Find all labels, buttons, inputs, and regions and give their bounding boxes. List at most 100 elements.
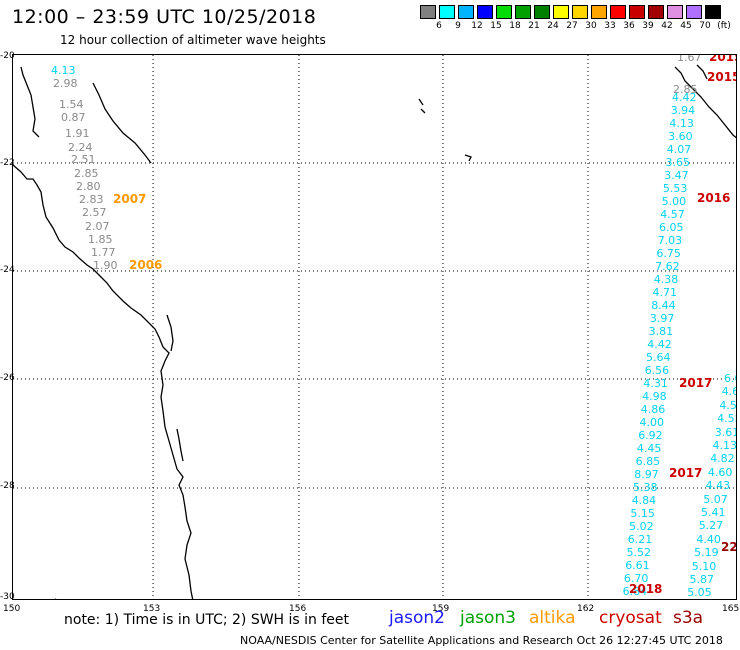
swh-label: 4.42 bbox=[672, 91, 697, 104]
swh-label: 1.77 bbox=[91, 246, 116, 259]
swh-label: 2.24 bbox=[68, 141, 93, 154]
legend-tick-label: 12 bbox=[471, 21, 483, 31]
track-day-label: 2017 bbox=[669, 466, 703, 480]
satellite-jason3: jason3 bbox=[460, 608, 516, 628]
swh-label: 6.70 bbox=[623, 572, 649, 585]
swh-label: 5.67 bbox=[621, 599, 646, 600]
swh-label: 6.00 bbox=[724, 372, 736, 385]
track-day-label: 2015 bbox=[709, 54, 736, 64]
swh-label: 1.85 bbox=[88, 233, 113, 246]
legend-swatch bbox=[439, 5, 455, 19]
satellite-s3a: s3a bbox=[673, 608, 704, 628]
legend-tick-label: 36 bbox=[623, 21, 635, 31]
map-plot-area[interactable]: 4.13 2.98 1.54 0.87 1.91 2.24 2.51 2.85 … bbox=[12, 54, 737, 600]
moreton-island bbox=[176, 428, 184, 462]
gulf-coast-segment bbox=[92, 82, 152, 164]
swh-label: 2.80 bbox=[76, 180, 101, 193]
swh-label: 3.47 bbox=[664, 169, 689, 182]
swh-label: 2.83 bbox=[79, 193, 104, 206]
swh-label: 8.97 bbox=[634, 468, 659, 481]
track-day-label: 2017 bbox=[679, 376, 713, 390]
track-day-label: 2018 bbox=[629, 582, 663, 596]
legend-tick-label: 30 bbox=[585, 21, 597, 31]
swh-label: 5.53 bbox=[662, 182, 688, 195]
legend-tick-label: 39 bbox=[642, 21, 654, 31]
swh-label: 6.21 bbox=[627, 533, 653, 546]
legend-tick-label: 21 bbox=[528, 21, 540, 31]
swh-label: 6.56 bbox=[644, 364, 670, 377]
swh-label: 5.05 bbox=[687, 586, 712, 600]
legend-swatch bbox=[629, 5, 645, 19]
lat-label-22: -22 bbox=[0, 158, 15, 168]
swh-label: 5.27 bbox=[698, 519, 724, 533]
swh-label: 1.54 bbox=[59, 98, 84, 111]
swh-label: 2.85 bbox=[74, 167, 99, 180]
cape-york-coastline bbox=[20, 66, 40, 138]
australia-coastline bbox=[13, 164, 194, 599]
swh-label: 4.55 bbox=[719, 398, 737, 412]
coastline bbox=[13, 64, 736, 599]
small-island bbox=[55, 598, 57, 599]
swh-label: 4.60 bbox=[707, 465, 733, 479]
swh-label: 5.64 bbox=[646, 351, 671, 364]
swh-label: 2.57 bbox=[82, 206, 107, 219]
swh-label: 3.61 bbox=[714, 425, 737, 439]
swh-label: 1.67 bbox=[677, 54, 702, 64]
legend-tick-label: 18 bbox=[509, 21, 521, 31]
legend-tick-label: 27 bbox=[566, 21, 578, 31]
lat-label-30: -30 bbox=[0, 592, 15, 602]
legend-swatch bbox=[553, 5, 569, 19]
satellite-altika: altika bbox=[529, 608, 576, 628]
swh-label: 4.13 bbox=[712, 439, 737, 452]
lat-label-26: -26 bbox=[0, 373, 15, 383]
new-caledonia bbox=[674, 66, 736, 139]
swh-label: 5.19 bbox=[694, 546, 719, 560]
legend-swatch bbox=[572, 5, 588, 19]
lat-label-20: -20 bbox=[0, 51, 15, 61]
legend-tick-label: 42 bbox=[661, 21, 673, 31]
lat-label-28: -28 bbox=[0, 481, 15, 491]
legend-swatch bbox=[458, 5, 474, 19]
swh-label: 4.84 bbox=[631, 494, 657, 507]
swh-label: 6.61 bbox=[625, 559, 650, 572]
legend-swatch bbox=[591, 5, 607, 19]
coral-sea-reef-2 bbox=[464, 154, 472, 162]
footnote: note: 1) Time is in UTC; 2) SWH is in fe… bbox=[64, 612, 350, 628]
legend-swatch bbox=[686, 5, 702, 19]
swh-label: 5.10 bbox=[691, 559, 717, 573]
swh-label: 3.94 bbox=[670, 104, 696, 117]
legend-tick-label: 45 bbox=[680, 21, 692, 31]
swh-label: 5.41 bbox=[701, 506, 726, 519]
satellite-jason2: jason2 bbox=[389, 608, 445, 628]
legend-swatch bbox=[420, 5, 436, 19]
swh-label: 4.43 bbox=[705, 479, 731, 493]
swh-label: 5.38 bbox=[633, 481, 658, 494]
credit-footer: NOAA/NESDIS Center for Satellite Applica… bbox=[240, 634, 723, 647]
swh-label: 4.13 bbox=[669, 117, 694, 130]
satellite-cryosat: cryosat bbox=[599, 608, 662, 628]
track-day-label: 2015 bbox=[707, 70, 736, 84]
swh-label: 3.65 bbox=[665, 156, 691, 169]
chart-title: 12:00 – 23:59 UTC 10/25/2018 bbox=[12, 6, 317, 28]
swh-label: 4.00 bbox=[639, 416, 665, 429]
swh-label: 1.91 bbox=[65, 127, 90, 140]
swh-label: 4.31 bbox=[643, 377, 668, 390]
lon-label-156: 156 bbox=[289, 604, 307, 614]
graticule-grid bbox=[13, 55, 736, 599]
legend-tick-label: (ft) bbox=[717, 21, 731, 31]
legend-swatch bbox=[705, 5, 721, 19]
swh-label: 5.87 bbox=[689, 573, 715, 586]
swh-label: 5.07 bbox=[703, 492, 728, 506]
swh-label: 4.57 bbox=[660, 208, 685, 221]
swh-label: 6.84 bbox=[622, 585, 648, 598]
swh-label: 6.75 bbox=[656, 247, 681, 260]
swh-label: 1.90 bbox=[93, 259, 118, 272]
swh-label: 6.85 bbox=[635, 455, 661, 468]
swh-label: 6.92 bbox=[638, 429, 663, 442]
swh-label: 6.05 bbox=[659, 221, 684, 234]
fraser-island bbox=[166, 314, 174, 352]
swh-label: 2.07 bbox=[85, 220, 110, 233]
legend-tick-label: 33 bbox=[604, 21, 616, 31]
swh-label: 2.85 bbox=[673, 83, 698, 96]
swh-label: 7.62 bbox=[655, 260, 680, 273]
